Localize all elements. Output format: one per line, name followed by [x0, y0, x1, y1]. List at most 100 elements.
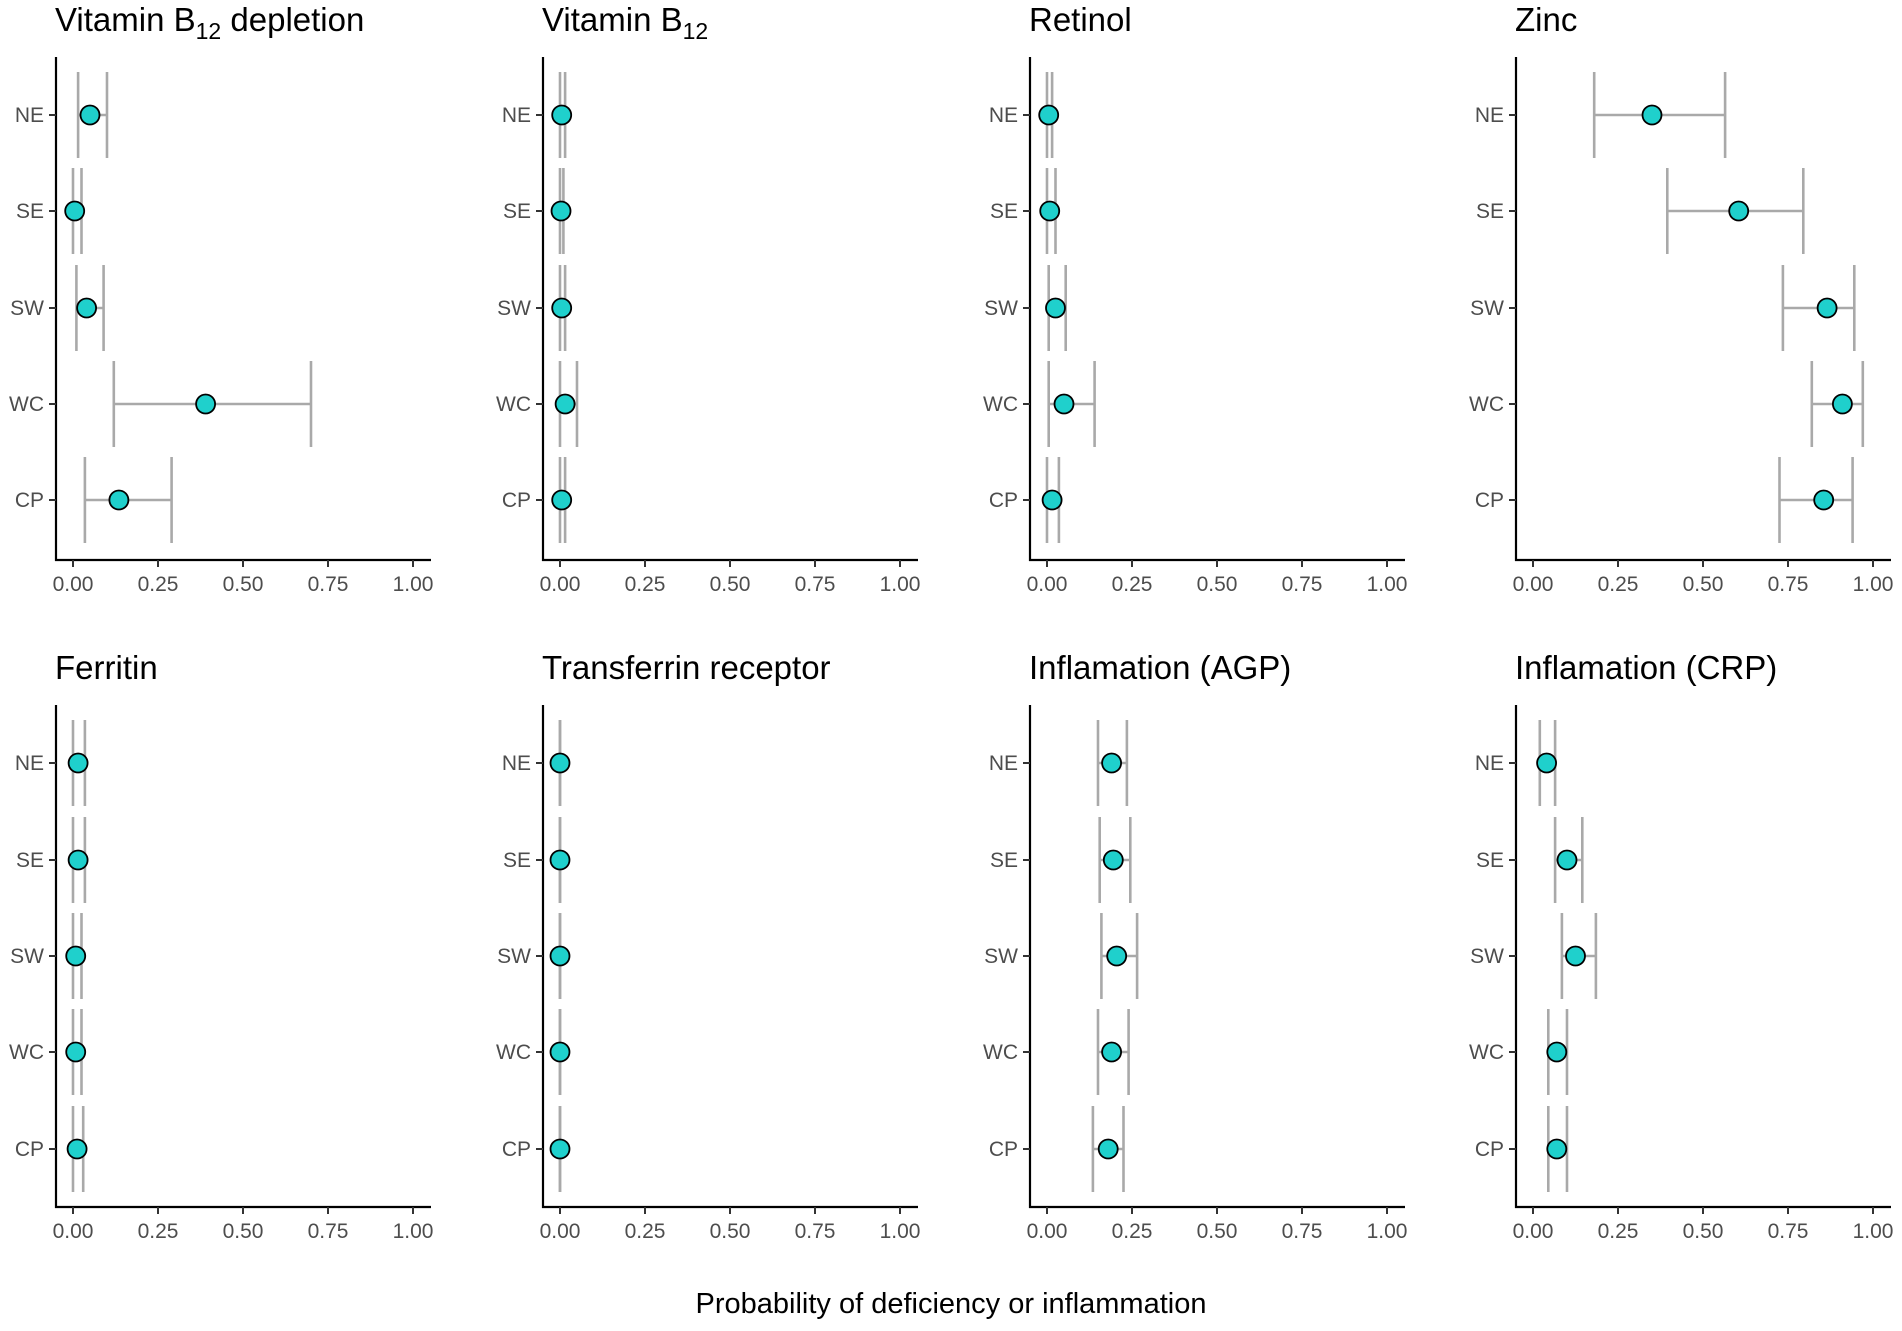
point-estimate-sw — [65, 945, 87, 967]
point-estimate-sw — [1106, 945, 1128, 967]
x-tick-label: 0.00 — [1027, 1220, 1068, 1243]
point-estimate-wc — [1101, 1041, 1122, 1063]
point-estimate-ne — [1038, 104, 1060, 126]
point-estimate-cp — [1546, 1138, 1568, 1160]
y-category-label: CP — [15, 489, 44, 512]
point-estimate-ne — [1101, 752, 1122, 774]
point-estimate-se — [550, 200, 572, 222]
panel-title: Vitamin B12 depletion — [55, 1, 364, 44]
x-tick-label: 1.00 — [880, 573, 921, 596]
panel-2: Vitamin B12 0.00 0.25 0.50 0.75 1.00 NE SE SW WC C… — [496, 1, 920, 596]
y-category-label: SW — [497, 297, 531, 320]
panel-title: Vitamin B12 — [542, 1, 708, 44]
point-estimate-sw — [551, 297, 573, 319]
x-tick-label: 0.50 — [223, 573, 264, 596]
y-category-label: CP — [989, 489, 1018, 512]
x-tick-label: 0.00 — [1513, 1220, 1554, 1243]
x-tick-label: 0.25 — [1598, 573, 1639, 596]
panel-8: Inflamation (CRP) 0.00 0.25 0.50 0.75 1.00 NE S… — [1469, 649, 1893, 1243]
y-category-label: NE — [15, 752, 44, 775]
y-category-label: NE — [989, 752, 1018, 775]
y-category-label: SE — [503, 200, 531, 223]
x-tick-label: 0.00 — [53, 1220, 94, 1243]
x-tick-label: 0.75 — [308, 1220, 349, 1243]
y-category-label: NE — [1475, 752, 1504, 775]
x-tick-label: 0.25 — [138, 573, 179, 596]
x-tick-label: 0.00 — [540, 573, 581, 596]
x-tick-label: 0.50 — [1683, 573, 1724, 596]
x-tick-label: 1.00 — [1367, 573, 1408, 596]
y-category-label: SW — [984, 297, 1018, 320]
y-category-label: CP — [502, 1138, 531, 1161]
panel-title: Inflamation (CRP) — [1515, 649, 1777, 686]
point-estimate-wc — [195, 393, 217, 415]
point-estimate-cp — [551, 489, 573, 511]
y-category-label: SW — [1470, 297, 1504, 320]
panel-title: Ferritin — [55, 649, 158, 686]
y-category-label: SE — [1476, 849, 1504, 872]
x-tick-label: 0.75 — [795, 573, 836, 596]
x-tick-label: 1.00 — [1853, 573, 1894, 596]
y-category-label: CP — [1475, 1138, 1504, 1161]
y-category-label: WC — [9, 393, 44, 416]
y-category-label: NE — [15, 104, 44, 127]
y-category-label: NE — [989, 104, 1018, 127]
y-category-label: SE — [990, 200, 1018, 223]
x-tick-label: 1.00 — [393, 1220, 434, 1243]
point-estimate-sw — [549, 945, 571, 967]
y-category-label: SW — [497, 945, 531, 968]
point-estimate-cp — [549, 1138, 571, 1160]
panel-title-subscript: 12 — [683, 18, 709, 44]
y-category-label: CP — [15, 1138, 44, 1161]
x-tick-label: 0.75 — [1768, 573, 1809, 596]
point-estimate-se — [64, 200, 86, 222]
y-category-label: NE — [502, 104, 531, 127]
y-category-label: SE — [16, 200, 44, 223]
x-tick-label: 0.00 — [1513, 573, 1554, 596]
x-tick-label: 1.00 — [1853, 1220, 1894, 1243]
y-category-label: CP — [1475, 489, 1504, 512]
x-tick-label: 1.00 — [880, 1220, 921, 1243]
panel-7: Inflamation (AGP) 0.00 0.25 0.50 0.75 1.00 NE S… — [983, 649, 1407, 1243]
y-category-label: SE — [503, 849, 531, 872]
x-tick-label: 0.25 — [1112, 573, 1153, 596]
x-tick-label: 0.50 — [1683, 1220, 1724, 1243]
x-tick-label: 0.75 — [1768, 1220, 1809, 1243]
x-tick-label: 0.00 — [53, 573, 94, 596]
x-tick-label: 0.50 — [1197, 1220, 1238, 1243]
point-estimate-ne — [1641, 104, 1663, 126]
panel-title-main: Ferritin — [55, 649, 158, 686]
x-tick-label: 0.50 — [710, 1220, 751, 1243]
panel-title-main: Inflamation (AGP) — [1029, 649, 1291, 686]
y-category-label: SW — [10, 945, 44, 968]
panel-title-main: Zinc — [1515, 1, 1577, 38]
point-estimate-ne — [1536, 752, 1557, 774]
panel-1: Vitamin B12 depletion 0.00 0.25 0.50 0.75 1.0… — [9, 1, 433, 596]
y-category-label: WC — [983, 1041, 1018, 1064]
x-tick-label: 0.00 — [1027, 573, 1068, 596]
x-tick-label: 0.25 — [138, 1220, 179, 1243]
panel-title-main: Retinol — [1029, 1, 1132, 38]
point-estimate-wc — [1546, 1041, 1568, 1063]
panel-4: Zinc 0.00 0.25 0.50 0.75 1.00 NE SE SW WC CP — [1469, 1, 1893, 596]
point-estimate-ne — [67, 752, 89, 774]
y-category-label: SW — [984, 945, 1018, 968]
point-estimate-wc — [554, 393, 576, 415]
x-tick-label: 0.50 — [710, 573, 751, 596]
y-category-label: WC — [496, 1041, 531, 1064]
point-estimate-cp — [1097, 1138, 1119, 1160]
y-category-label: WC — [1469, 1041, 1504, 1064]
x-tick-label: 0.75 — [1282, 1220, 1323, 1243]
point-estimate-ne — [551, 104, 573, 126]
y-category-label: SE — [990, 849, 1018, 872]
panel-title-main: Vitamin B — [55, 1, 196, 38]
point-estimate-wc — [1053, 393, 1075, 415]
point-estimate-se — [67, 849, 89, 871]
x-tick-label: 0.75 — [795, 1220, 836, 1243]
point-estimate-wc — [1832, 393, 1853, 415]
x-tick-label: 0.25 — [625, 1220, 666, 1243]
panel-title: Inflamation (AGP) — [1029, 649, 1291, 686]
point-estimate-se — [1556, 849, 1578, 871]
point-estimate-sw — [1565, 945, 1586, 967]
x-tick-label: 0.25 — [1598, 1220, 1639, 1243]
